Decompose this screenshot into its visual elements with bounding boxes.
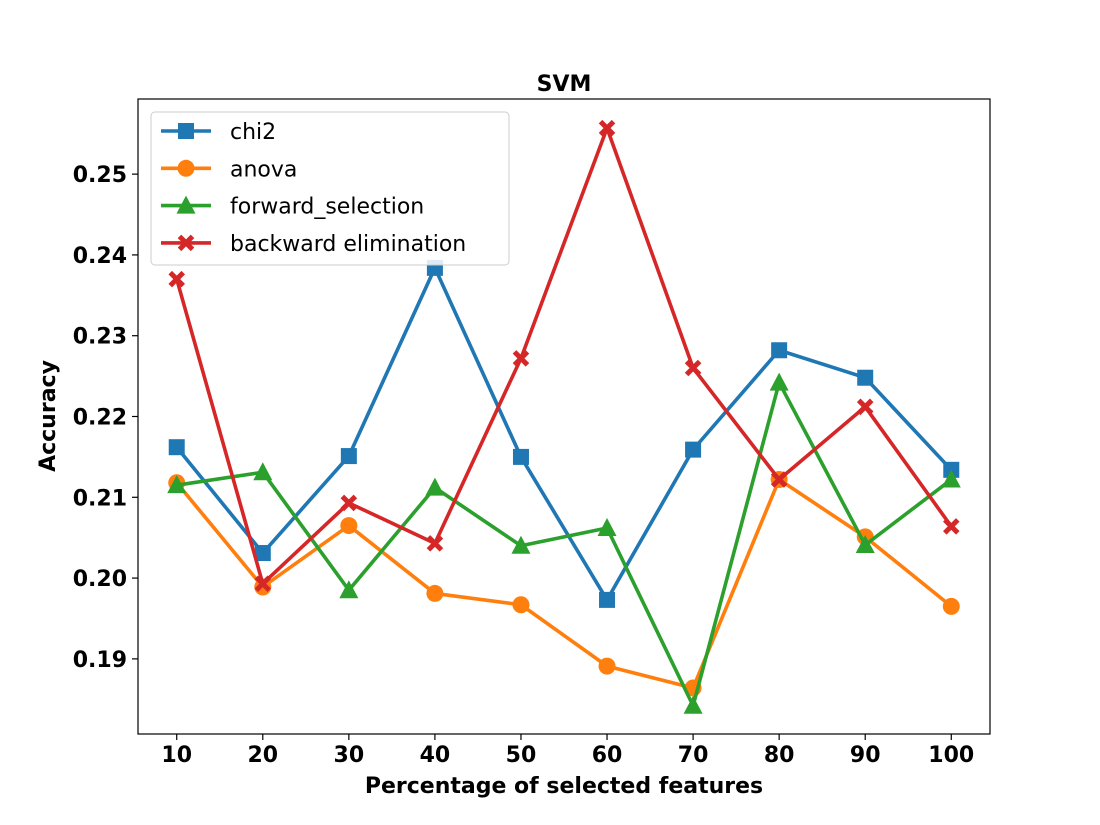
legend-marker <box>178 160 195 177</box>
data-point <box>943 598 960 615</box>
data-point <box>771 342 787 358</box>
data-point <box>857 370 873 386</box>
data-point <box>599 658 616 675</box>
y-tick-label: 0.20 <box>73 567 127 592</box>
legend-label: anova <box>230 157 297 182</box>
data-point <box>685 442 701 458</box>
x-tick-label: 60 <box>592 743 623 768</box>
x-tick-label: 80 <box>764 743 795 768</box>
x-tick-label: 10 <box>161 743 192 768</box>
x-tick-label: 90 <box>850 743 881 768</box>
legend-marker <box>178 123 194 139</box>
x-tick-label: 40 <box>420 743 451 768</box>
y-tick-label: 0.19 <box>73 648 127 673</box>
data-point <box>428 537 441 550</box>
x-tick-label: 50 <box>506 743 537 768</box>
data-point <box>513 449 529 465</box>
y-tick-label: 0.22 <box>73 406 127 431</box>
data-point <box>341 448 357 464</box>
series-chi2 <box>169 260 960 608</box>
x-tick-label: 70 <box>678 743 709 768</box>
data-point <box>770 373 789 391</box>
x-tick-label: 20 <box>247 743 278 768</box>
data-point <box>684 696 703 714</box>
y-tick-label: 0.23 <box>73 325 127 350</box>
data-point <box>253 462 272 480</box>
data-point <box>512 596 529 613</box>
legend-label: backward elimination <box>230 232 466 257</box>
x-tick-label: 100 <box>928 743 974 768</box>
data-point <box>169 439 185 455</box>
data-point <box>340 517 357 534</box>
legend-label: forward_selection <box>230 195 424 220</box>
data-point <box>945 520 958 533</box>
chart-title: SVM <box>537 72 592 97</box>
data-point <box>342 496 355 509</box>
x-axis-label: Percentage of selected features <box>365 774 763 799</box>
y-tick-label: 0.24 <box>73 244 127 269</box>
data-point <box>426 585 443 602</box>
series-forward-selection <box>167 373 961 714</box>
data-point <box>859 400 872 413</box>
y-tick-label: 0.21 <box>73 486 127 511</box>
data-point <box>599 592 615 608</box>
y-tick-label: 0.25 <box>73 163 127 188</box>
legend: chi2 anova forward_selection backward elimi… <box>151 112 509 265</box>
legend-label: chi2 <box>230 120 276 145</box>
data-point <box>425 478 444 496</box>
data-point <box>598 518 617 536</box>
x-tick-label: 30 <box>334 743 365 768</box>
y-axis-label: Accuracy <box>36 360 61 472</box>
